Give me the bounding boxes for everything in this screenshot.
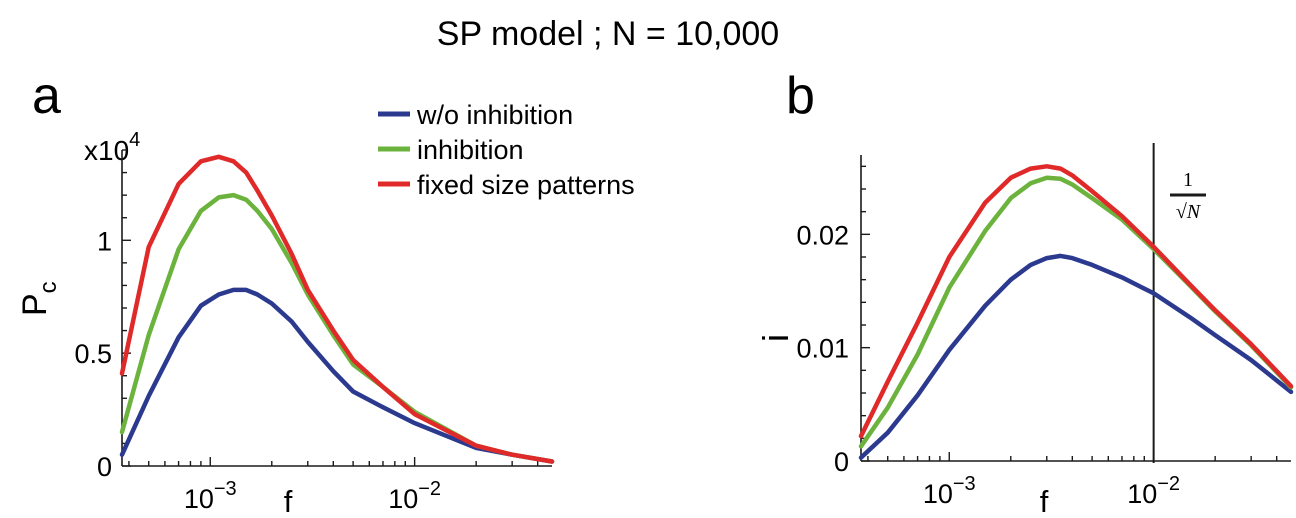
legend-label-fixed-size-patterns: fixed size patterns [417, 170, 635, 200]
panel-a-series-w-o-inhibition [119, 287, 555, 464]
panel-b-x-axis-label: f [1040, 484, 1049, 518]
panel-b-y-tick-label: 0 [834, 447, 849, 477]
vline-label-denominator: √N [1176, 201, 1202, 223]
panel-b-label: b [786, 67, 815, 125]
panel-b: b i f 0 0.01 0.02 10−3 10−2 1 √N [755, 67, 1294, 518]
legend: w/o inhibition inhibition fixed size pat… [378, 100, 635, 200]
panel-a-x-tick-label: 10−2 [388, 478, 441, 514]
panel-b-series-inhibition [858, 175, 1294, 449]
panel-a-y-tick-label: 0.5 [74, 339, 112, 369]
panel-b-series-fixed-size-patterns [858, 164, 1294, 439]
vline-label: 1 √N [1170, 169, 1206, 223]
vline-label-numerator: 1 [1183, 169, 1193, 191]
panel-a-x-axis-label: f [284, 484, 293, 518]
figure-title: SP model ; N = 10,000 [437, 15, 779, 53]
panel-a: a x104 Pc f 0 0.5 1 10−3 10−2 w/o inhibition… [16, 67, 635, 518]
panel-a-label: a [32, 67, 61, 125]
panel-a-x-tick-label: 10−3 [184, 478, 237, 514]
legend-label-w-o-inhibition: w/o inhibition [416, 100, 573, 130]
panel-b-y-tick-label: 0.01 [796, 334, 849, 364]
panel-a-y-multiplier: x104 [84, 129, 140, 166]
panel-b-plot: 0 0.01 0.02 10−3 10−2 [796, 143, 1294, 509]
panel-b-series-w-o-inhibition [858, 253, 1294, 460]
panel-b-y-axis-label: i [755, 334, 796, 342]
panel-b-y-tick-label: 0.02 [796, 220, 849, 250]
panel-a-series-fixed-size-patterns [119, 154, 555, 464]
panel-b-x-tick-label: 10−3 [923, 473, 976, 509]
legend-label-inhibition: inhibition [417, 135, 524, 165]
panel-a-y-tick-label: 1 [97, 226, 112, 256]
panel-a-y-axis-label: Pc [16, 281, 62, 316]
panel-b-x-tick-label: 10−2 [1127, 473, 1180, 509]
panel-a-y-tick-label: 0 [97, 452, 112, 482]
panel-a-plot: 0 0.5 1 10−3 10−2 [74, 149, 555, 514]
